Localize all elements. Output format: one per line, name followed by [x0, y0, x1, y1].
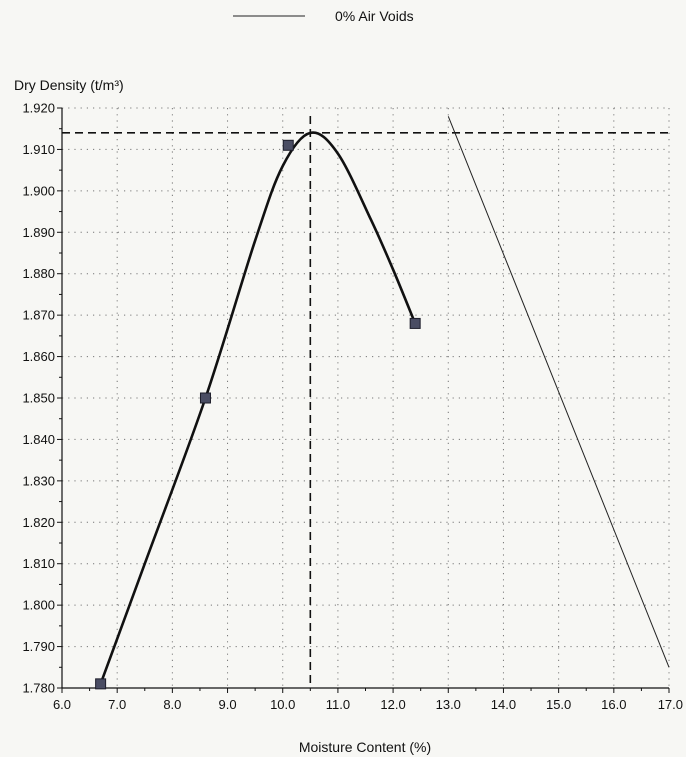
y-tick-label: 1.790: [22, 639, 55, 654]
x-tick-label: 15.0: [546, 697, 571, 712]
grid: [62, 107, 670, 688]
x-tick-label: 11.0: [326, 697, 350, 712]
data-point-marker: [282, 139, 294, 151]
y-tick-label: 1.800: [22, 598, 55, 613]
y-tick-label: 1.920: [22, 101, 55, 116]
x-tick-label: 9.0: [219, 697, 237, 712]
x-tick-label: 16.0: [601, 697, 626, 712]
reference-lines: [62, 116, 669, 688]
data-point-marker: [409, 317, 421, 329]
x-tick-label: 6.0: [53, 697, 71, 712]
y-tick-label: 1.850: [22, 391, 55, 406]
legend-label-air-voids: 0% Air Voids: [335, 8, 414, 24]
x-tick-label: 10.0: [270, 697, 295, 712]
axes: [61, 108, 669, 689]
air-voids-line: [447, 116, 670, 668]
y-tick-label: 1.810: [22, 556, 55, 571]
x-tick-label: 17.0: [658, 697, 683, 712]
y-tick-label: 1.820: [22, 515, 55, 530]
y-tick-label: 1.830: [22, 473, 55, 488]
y-tick-label: 1.900: [22, 183, 55, 198]
x-tick-label: 8.0: [163, 697, 181, 712]
series: [95, 116, 670, 690]
plot-area: 1.780 1.790 1.800 1.810 1.820 1.830 1.840 1.850…: [22, 101, 683, 713]
compaction-curve: [99, 131, 417, 686]
y-tick-label: 1.890: [22, 225, 55, 240]
legend: 0% Air Voids: [233, 8, 414, 24]
y-tick-label: 1.860: [22, 349, 55, 364]
y-tick-label: 1.870: [22, 308, 55, 323]
y-axis-label: Dry Density (t/m³): [14, 77, 124, 93]
x-tick-labels: 6.0 7.0 8.0 9.0 10.0 11.0 12.0 13.0 14.0 15.0 16.0…: [53, 688, 683, 712]
y-tick-label: 1.910: [22, 142, 55, 157]
y-tick-labels: 1.780 1.790 1.800 1.810 1.820 1.830 1.840 1.850…: [22, 101, 62, 696]
y-tick-label: 1.780: [22, 681, 55, 696]
x-tick-label: 13.0: [436, 697, 461, 712]
data-point-marker: [95, 678, 107, 690]
x-axis-label: Moisture Content (%): [299, 739, 431, 755]
x-tick-label: 7.0: [108, 697, 126, 712]
x-tick-label: 14.0: [491, 697, 516, 712]
x-tick-label: 12.0: [380, 697, 405, 712]
y-tick-label: 1.840: [22, 432, 55, 447]
y-tick-label: 1.880: [22, 266, 55, 281]
data-point-marker: [199, 392, 211, 404]
